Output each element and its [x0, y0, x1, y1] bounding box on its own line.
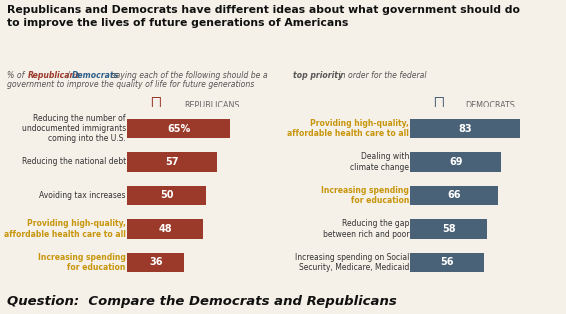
Text: % of: % of	[7, 71, 27, 80]
Bar	[410, 152, 501, 172]
Text: 83: 83	[458, 123, 472, 133]
Text: in order for the federal: in order for the federal	[336, 71, 427, 80]
Bar	[127, 152, 217, 172]
Text: Reducing the number of
undocumented immigrants
coming into the U.S.: Reducing the number of undocumented immi…	[22, 114, 126, 143]
Bar	[410, 119, 520, 138]
Text: Increasing spending
for education: Increasing spending for education	[38, 253, 126, 272]
Text: 🫏: 🫏	[434, 96, 444, 114]
Text: REPUBLICANS: REPUBLICANS	[184, 101, 239, 110]
Text: 50: 50	[160, 191, 174, 200]
Text: 69: 69	[449, 157, 462, 167]
Text: top priority: top priority	[293, 71, 343, 80]
Text: 57: 57	[165, 157, 179, 167]
Text: 36: 36	[149, 257, 162, 268]
Bar	[127, 219, 203, 239]
Text: Reducing the national debt: Reducing the national debt	[22, 158, 126, 166]
Bar	[410, 186, 498, 205]
Text: Increasing spending
for education: Increasing spending for education	[321, 186, 409, 205]
Text: 58: 58	[442, 224, 456, 234]
Text: /: /	[66, 71, 69, 80]
Text: Question:  Compare the Democrats and Republicans: Question: Compare the Democrats and Repu…	[7, 295, 397, 307]
Text: 65%: 65%	[167, 123, 190, 133]
Text: Republicans: Republicans	[28, 71, 80, 80]
Bar	[410, 253, 484, 272]
Bar	[127, 119, 230, 138]
Text: 48: 48	[158, 224, 172, 234]
Text: Providing high-quality,
affordable health care to all: Providing high-quality, affordable healt…	[287, 119, 409, 138]
Bar	[410, 219, 487, 239]
Text: DEMOCRATS: DEMOCRATS	[465, 101, 515, 110]
Text: 66: 66	[447, 191, 461, 200]
Text: Providing high-quality,
affordable health care to all: Providing high-quality, affordable healt…	[4, 219, 126, 239]
Text: saying each of the following should be a: saying each of the following should be a	[109, 71, 271, 80]
Bar	[127, 186, 206, 205]
Text: Reducing the gap
between rich and poor: Reducing the gap between rich and poor	[323, 219, 409, 239]
Bar	[127, 253, 184, 272]
Text: Democrats: Democrats	[72, 71, 119, 80]
Text: Republicans and Democrats have different ideas about what government should do
t: Republicans and Democrats have different…	[7, 5, 520, 28]
Text: Dealing with
climate change: Dealing with climate change	[350, 152, 409, 172]
Text: 🐘: 🐘	[151, 96, 161, 114]
Text: Avoiding tax increases: Avoiding tax increases	[39, 191, 126, 200]
Text: Increasing spending on Social
Security, Medicare, Medicaid: Increasing spending on Social Security, …	[295, 253, 409, 272]
Text: 56: 56	[440, 257, 454, 268]
Text: government to improve the quality of life for future generations: government to improve the quality of lif…	[7, 80, 254, 89]
